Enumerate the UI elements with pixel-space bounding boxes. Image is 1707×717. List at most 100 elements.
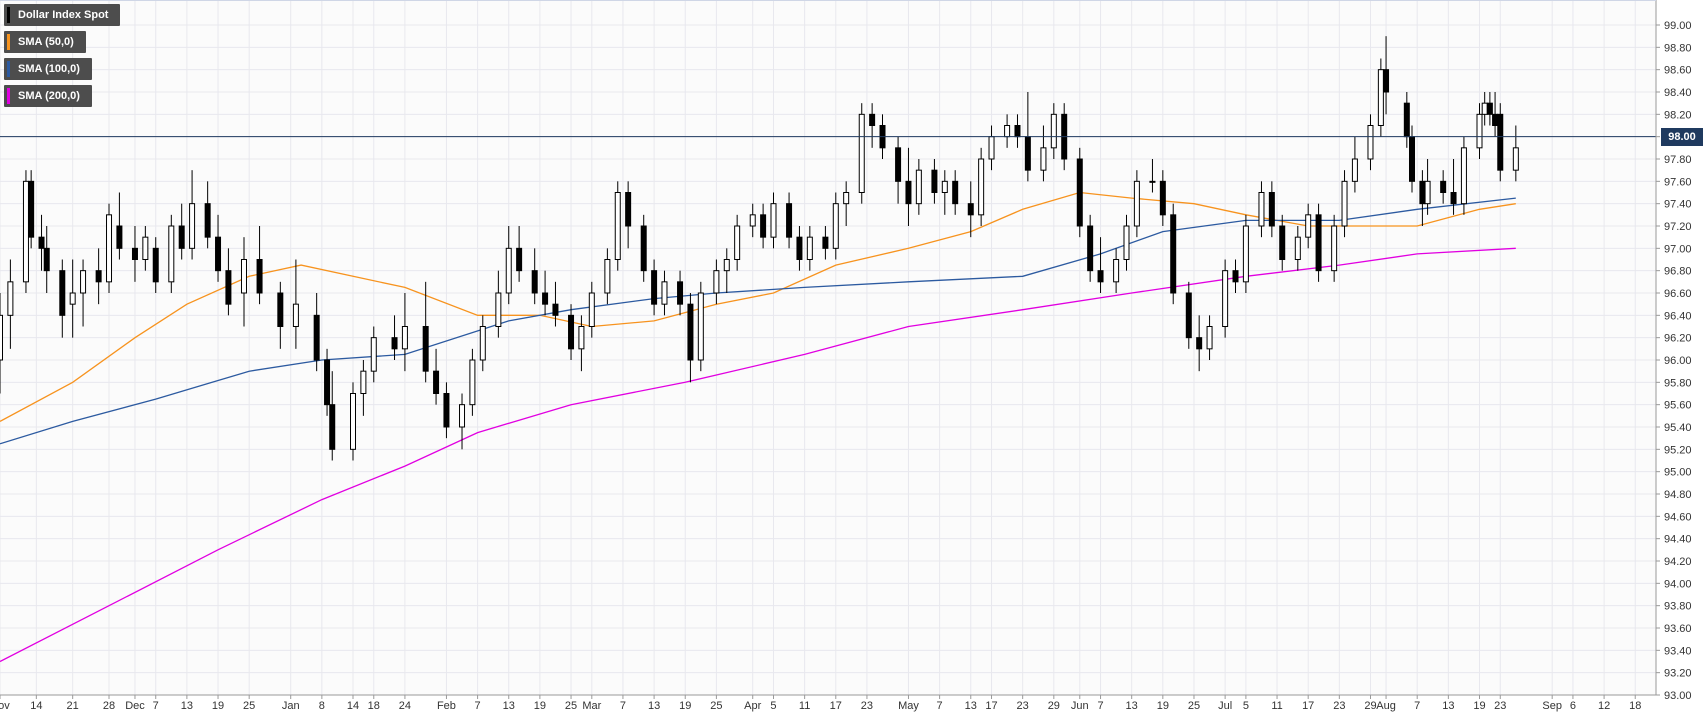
candle-body <box>1222 270 1229 327</box>
candle <box>131 226 138 282</box>
candle-body <box>1460 147 1467 205</box>
candle-body <box>1170 214 1177 294</box>
candle <box>1512 125 1519 182</box>
candle <box>531 248 538 305</box>
candle <box>869 103 876 148</box>
candle <box>256 226 263 305</box>
x-tick-label: 25 <box>565 700 577 712</box>
x-tick-label: 11 <box>799 700 810 712</box>
candle-body <box>760 214 767 238</box>
candle-body <box>1481 102 1488 115</box>
candle <box>459 393 466 450</box>
candle-body <box>1305 214 1312 238</box>
candle <box>1097 237 1104 293</box>
current-price-tag: 98.00 <box>1661 127 1703 146</box>
candle-body <box>941 180 948 193</box>
candle-body <box>178 225 185 249</box>
legend-item-dollar-index[interactable]: Dollar Index Spot <box>4 4 121 26</box>
y-tick-label: 97.40 <box>1664 199 1692 211</box>
candle <box>1305 203 1312 249</box>
candle <box>1476 103 1483 159</box>
candle <box>277 281 284 349</box>
candle <box>843 181 850 226</box>
legend-label: SMA (100,0) <box>18 63 80 75</box>
candle <box>677 270 684 316</box>
candle-body <box>614 192 621 260</box>
legend-swatch <box>7 34 10 50</box>
candle-body <box>651 270 658 305</box>
y-tick-label: 95.80 <box>1664 377 1692 389</box>
candle-body <box>915 169 922 205</box>
x-tick-label: 5 <box>1243 700 1249 712</box>
candle <box>106 203 113 293</box>
candle-body <box>1315 214 1322 272</box>
candle-body <box>360 370 367 394</box>
candle <box>1331 214 1338 282</box>
candle <box>22 170 29 293</box>
candle-body <box>469 359 476 406</box>
y-tick-label: 96.60 <box>1664 288 1692 300</box>
y-tick-label: 96.00 <box>1664 355 1692 367</box>
candle-body <box>749 214 756 227</box>
candle <box>350 382 357 461</box>
candle <box>1279 214 1286 271</box>
candle-body <box>1279 225 1286 260</box>
candle <box>931 159 938 204</box>
legend-item-sma-100[interactable]: SMA (100,0) <box>4 58 92 80</box>
x-tick-label: 13 <box>965 700 977 712</box>
candle <box>1486 92 1493 126</box>
candle-body <box>713 270 720 294</box>
y-tick-label: 97.00 <box>1664 243 1692 255</box>
candle-body <box>1383 69 1390 93</box>
candle-body <box>1377 69 1384 126</box>
x-tick-label: 23 <box>861 700 873 712</box>
candle-body <box>350 393 357 450</box>
y-tick-label: 95.00 <box>1664 467 1692 479</box>
candle <box>370 326 377 383</box>
y-tick-label: 94.20 <box>1664 556 1692 568</box>
candle-body <box>895 147 902 182</box>
candle-body <box>552 303 559 316</box>
candle-body <box>1206 326 1213 350</box>
x-tick-label: 24 <box>399 700 411 712</box>
candle <box>80 259 87 327</box>
candle-body <box>1014 125 1021 138</box>
candle <box>43 226 50 293</box>
y-tick-label: 96.40 <box>1664 310 1692 322</box>
legend-item-sma-200[interactable]: SMA (200,0) <box>4 85 92 107</box>
candle-body <box>1123 225 1130 260</box>
y-tick-label: 99.00 <box>1664 20 1692 32</box>
candle-body <box>1424 180 1431 205</box>
x-tick-label: 19 <box>1473 700 1485 712</box>
y-tick-label: 98.60 <box>1664 65 1692 77</box>
legend-item-sma-50[interactable]: SMA (50,0) <box>4 31 86 53</box>
candle-body <box>1367 125 1374 160</box>
candle-body <box>1159 180 1166 216</box>
candle-body <box>1497 113 1504 171</box>
candle <box>734 214 741 271</box>
candle-body <box>142 236 149 261</box>
candle <box>422 281 429 383</box>
candle-body <box>422 326 429 372</box>
candle <box>116 192 123 260</box>
candle-body <box>578 326 585 350</box>
y-tick-label: 97.20 <box>1664 221 1692 233</box>
candle-body <box>697 292 704 361</box>
candle <box>952 170 959 215</box>
candle-body <box>106 214 113 283</box>
y-tick-label: 93.00 <box>1664 690 1692 702</box>
x-tick-label: 19 <box>1157 700 1169 712</box>
x-tick-label: 18 <box>1629 700 1641 712</box>
candle <box>614 181 621 271</box>
y-tick-label: 93.80 <box>1664 601 1692 613</box>
x-tick-label: 13 <box>503 700 515 712</box>
candle <box>225 248 232 316</box>
candle <box>806 226 813 271</box>
x-tick-label: May <box>898 700 919 712</box>
candle <box>770 192 777 249</box>
candle-body <box>329 404 336 450</box>
candle <box>28 170 35 249</box>
candle-body <box>479 326 486 361</box>
candle <box>723 248 730 293</box>
